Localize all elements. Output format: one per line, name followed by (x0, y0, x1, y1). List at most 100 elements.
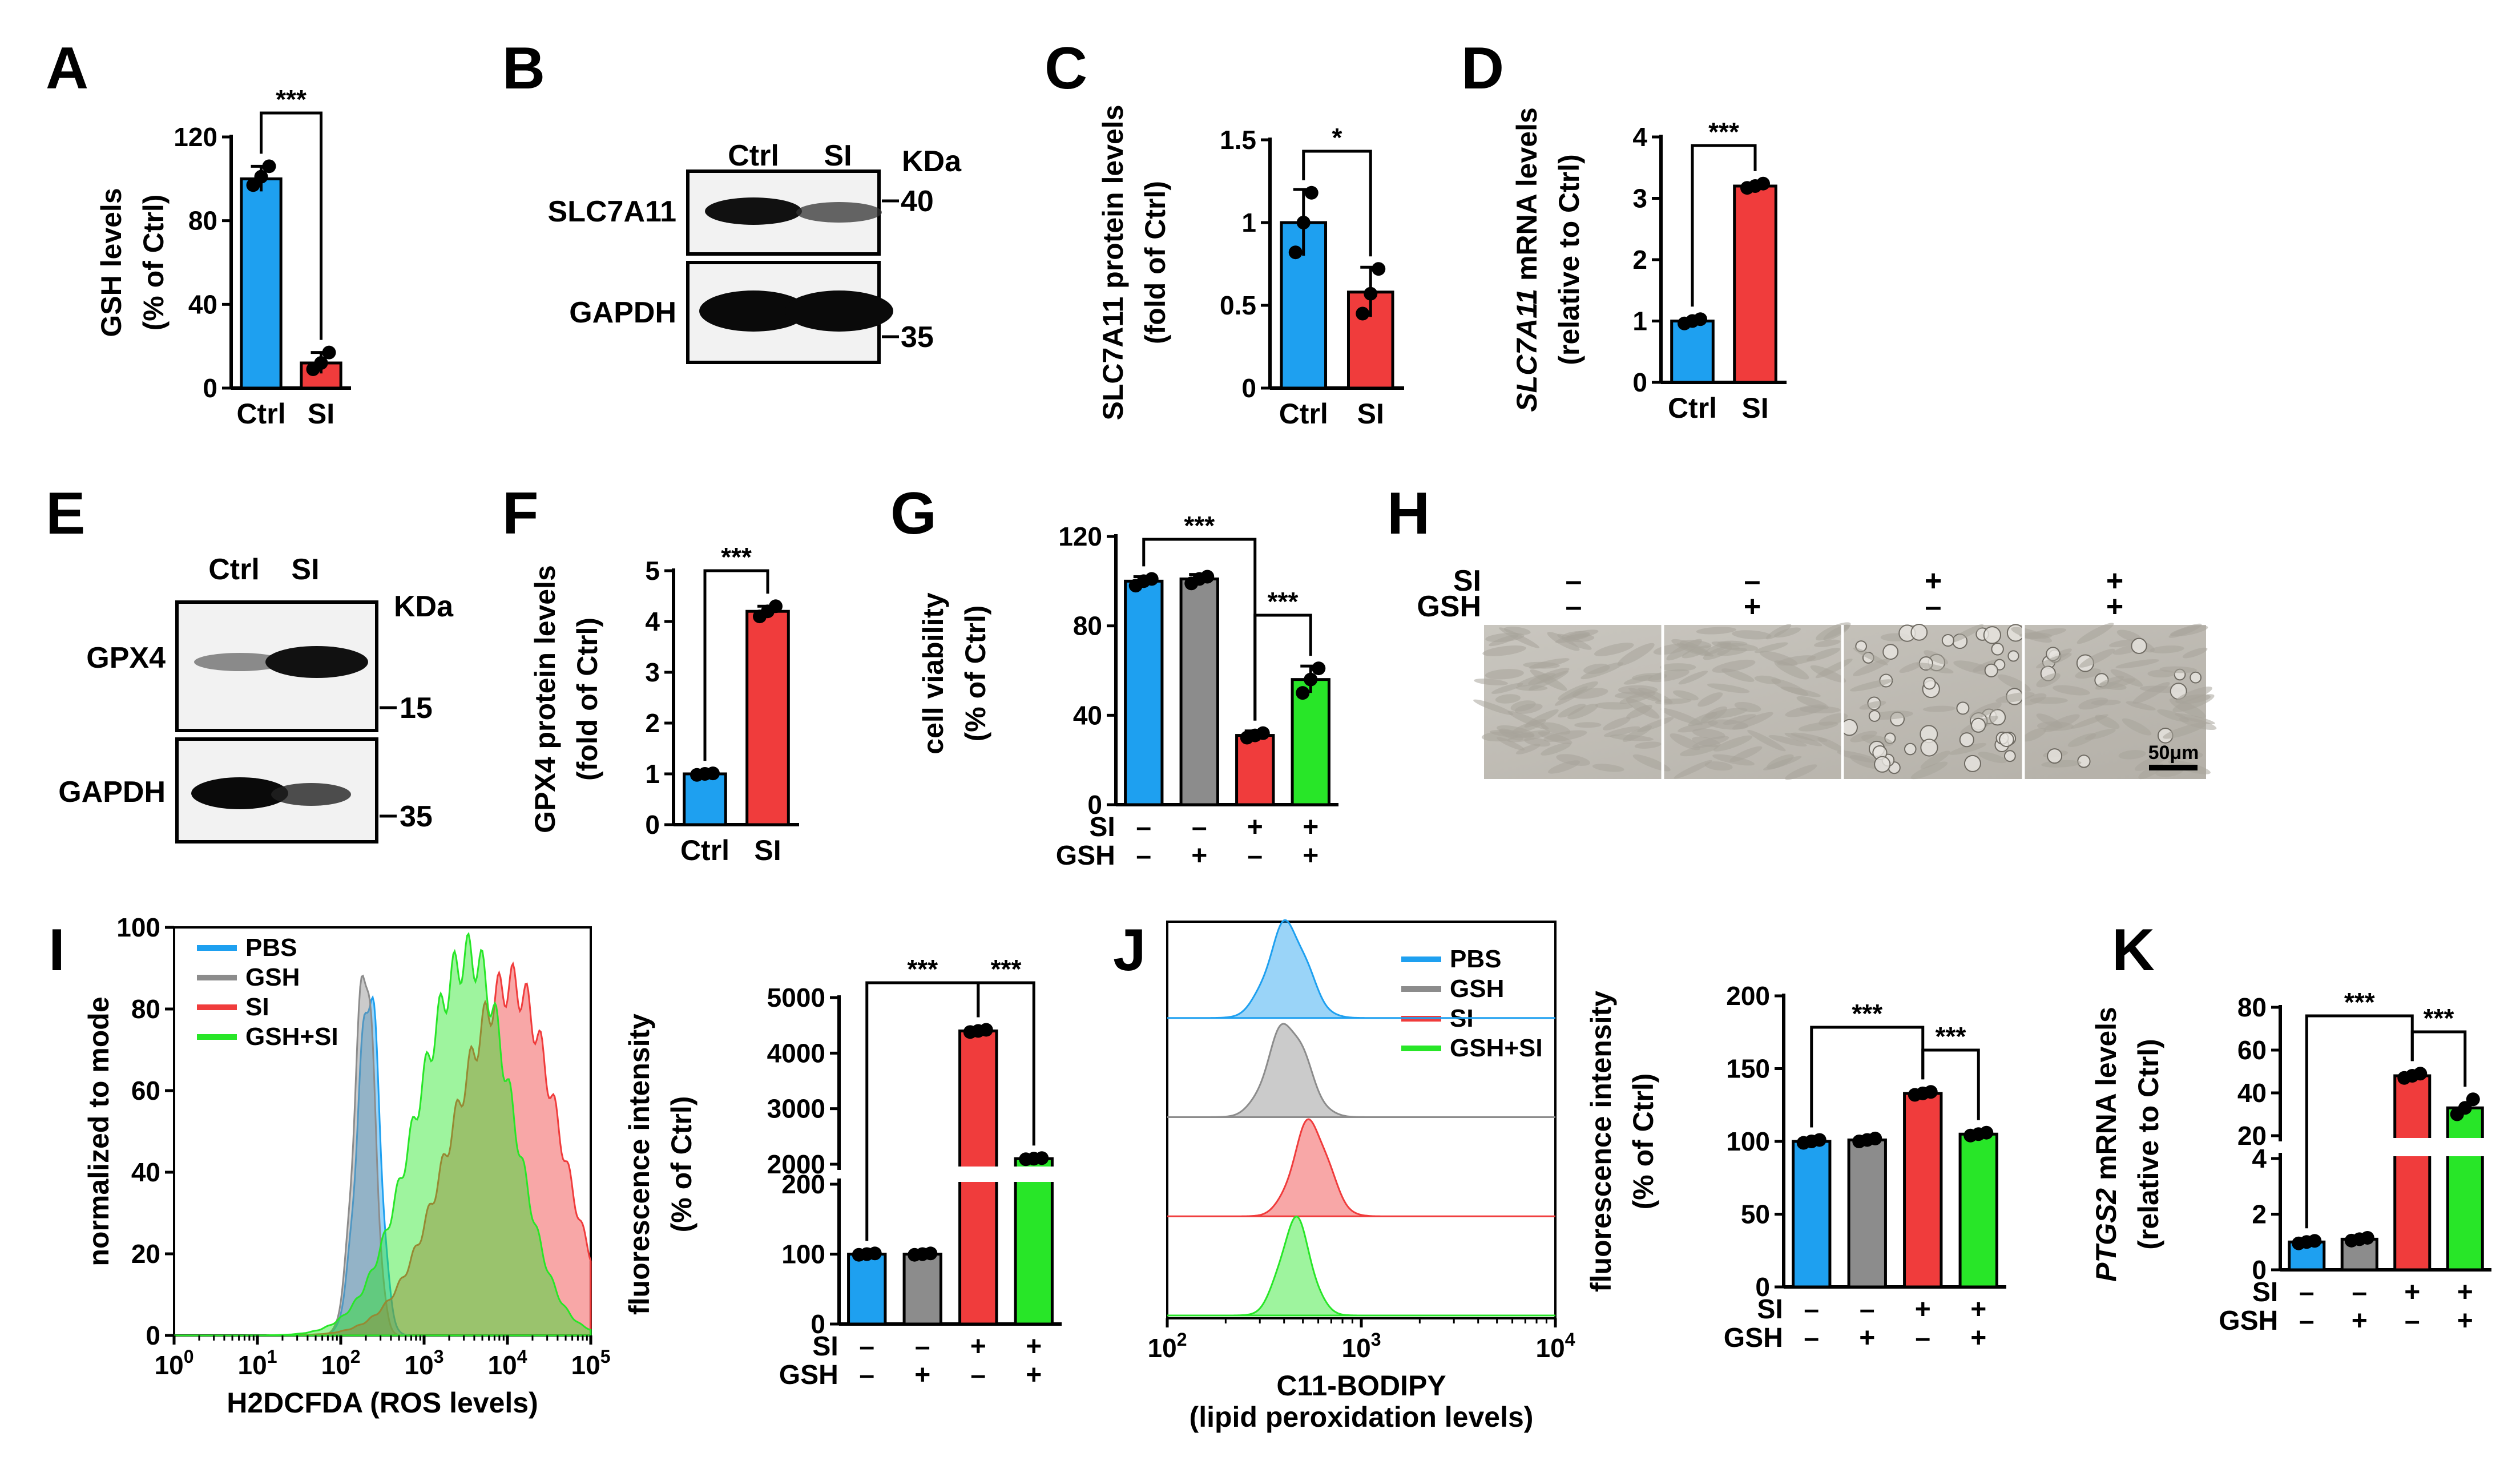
data-point (1694, 312, 1707, 326)
bar (1847, 1138, 1887, 1289)
cell-spindle (1595, 702, 1633, 710)
axis-label: GPX4 protein levels (529, 565, 561, 833)
treatment-sign: + (914, 1360, 930, 1390)
cell-spindle (1632, 754, 1671, 772)
y-tick-label: 150 (1726, 1054, 1770, 1084)
treatment-sign: – (1566, 590, 1582, 623)
cell-spindle (1566, 634, 1595, 643)
cell-spindle (1503, 626, 1531, 635)
cell-round (1956, 701, 1970, 715)
treatment-label: SI (2252, 1277, 2278, 1307)
marker-label: 35 (901, 321, 934, 354)
cell-spindle (1923, 705, 1956, 712)
data-point (1296, 686, 1310, 700)
x-axis-label: C11-BODIPY (1276, 1370, 1446, 1402)
axis-label: (% of Ctrl) (138, 195, 170, 331)
cell-spindle (1523, 661, 1560, 669)
treatment-sign: – (1925, 590, 1942, 623)
treatment-label: SI (812, 1331, 838, 1362)
cell-spindle (1774, 627, 1801, 638)
cell-spindle (2167, 750, 2203, 760)
data-point (1364, 286, 1378, 301)
significance-bracket (260, 111, 322, 340)
cell-spindle (1489, 634, 1519, 647)
cell-spindle (1678, 671, 1708, 685)
band-gapdh-ctrl (191, 777, 288, 809)
cell-spindle (1680, 744, 1719, 757)
cell-spindle (1485, 669, 1524, 680)
y-tick-label: 4 (2252, 1144, 2267, 1173)
y-tick-label: 1.5 (1220, 125, 1256, 155)
bar (847, 1253, 887, 1326)
axis-label: GSH levels (95, 188, 127, 337)
treatment-sign: + (1191, 841, 1207, 871)
cell-spindle (2115, 659, 2159, 669)
treatment-sign: + (2352, 1306, 2368, 1336)
cell-spindle (1920, 750, 1950, 769)
cell-round (2077, 754, 2091, 768)
marker-label: 35 (400, 800, 433, 833)
axis-label: SLC7A11 protein levels (1097, 104, 1129, 420)
cell-round (1959, 732, 1974, 748)
x-tick-label: 105 (571, 1346, 611, 1380)
legend-label: GSH (1450, 975, 1504, 1003)
cell-spindle (1507, 711, 1549, 730)
data-point (2466, 1092, 2480, 1107)
treatment-label: GSH (1417, 590, 1481, 623)
x-tick-label: Ctrl (1279, 398, 1328, 430)
band-slc7a11-ctrl (705, 197, 802, 225)
cell-spindle (2036, 673, 2061, 688)
axis-label: normalized to mode (83, 996, 115, 1266)
significance-bracket (1302, 150, 1372, 257)
y-tick-label: 20 (131, 1239, 160, 1269)
data-point (1356, 306, 1370, 321)
treatment-sign: + (1970, 1294, 1986, 1325)
panel-letter-i: I (49, 917, 65, 983)
y-tick-label: 80 (131, 994, 160, 1024)
cell-spindle (1515, 685, 1548, 691)
cell-spindle (2163, 723, 2206, 739)
bar (240, 177, 283, 390)
y-tick-label: 40 (1073, 700, 1102, 730)
cell-spindle (1853, 647, 1888, 665)
treatment-sign: – (1192, 812, 1207, 842)
axis-label: (fold of Ctrl) (1139, 181, 1171, 344)
cell-spindle (1850, 730, 1877, 742)
cell-spindle (1692, 728, 1725, 739)
treatment-sign: – (2405, 1306, 2420, 1336)
cell-spindle (2118, 750, 2146, 760)
y-tick-label: 1 (1241, 208, 1256, 237)
cell-spindle (1698, 692, 1723, 707)
cell-spindle (1648, 669, 1690, 683)
data-point (1296, 216, 1311, 229)
y-tick-label: 2 (2252, 1200, 2267, 1229)
y-tick-label: 0 (1632, 368, 1647, 397)
cell-spindle (1515, 744, 1541, 754)
significance-bracket (1253, 614, 1312, 721)
y-tick-label: 100 (1726, 1127, 1770, 1156)
treatment-sign: – (2299, 1306, 2315, 1336)
data-point (262, 159, 276, 173)
legend-label: PBS (245, 934, 297, 962)
cell-spindle (2070, 714, 2108, 729)
cell-spindle (1723, 714, 1756, 725)
cell-spindle (1482, 645, 1526, 656)
axis-label: (relative to Ctrl) (2132, 1039, 2164, 1250)
cell-spindle (2170, 625, 2208, 637)
axis-label: (fold of Ctrl) (571, 617, 603, 781)
y-tick-label: 1 (1632, 306, 1647, 336)
cell-spindle (2122, 718, 2152, 736)
treatment-sign: + (970, 1331, 986, 1362)
cell-spindle (1807, 648, 1841, 661)
bar-chart-c: 0 0.5 1 1.5 Ctrl SI * SLC7A11 protein levels (fo… (1097, 104, 1404, 430)
cell-spindle (1978, 752, 2007, 764)
treatment-sign: – (1804, 1294, 1819, 1325)
cell-spindle (1617, 643, 1655, 666)
x-tick-label: 104 (488, 1346, 527, 1380)
data-point (706, 766, 720, 781)
cell-spindle (2182, 647, 2208, 659)
y-tick-label: 40 (188, 289, 217, 319)
cell-spindle (1747, 730, 1786, 752)
panel-letter-e: E (46, 481, 85, 547)
cell-spindle (1969, 702, 2002, 719)
